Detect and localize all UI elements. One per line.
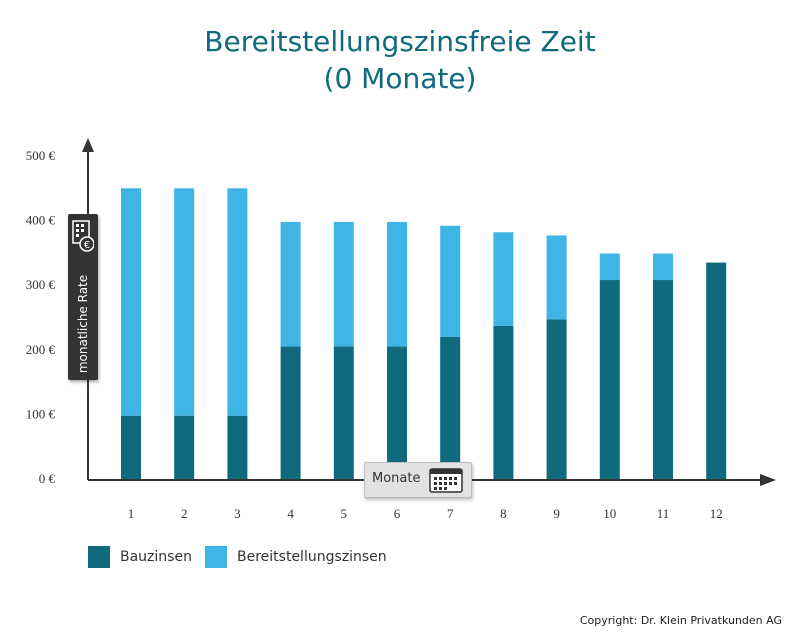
bar-bereitstellungszinsen-7 xyxy=(440,225,461,337)
bar-bereitstellungszinsen-10 xyxy=(599,253,620,281)
y-tick-label: 100 € xyxy=(26,406,56,421)
y-axis-label-box: € monatliche Rate xyxy=(68,214,98,380)
bar-bauzinsen-11 xyxy=(653,280,673,479)
bar-bauzinsen-2 xyxy=(174,415,195,479)
bar-bauzinsen-10 xyxy=(599,280,620,479)
y-axis-arrow xyxy=(82,138,94,152)
x-tick-label: 10 xyxy=(603,506,616,521)
bar-bereitstellungszinsen-5 xyxy=(333,221,354,347)
x-tick-labels: 1 2 3 4 5 6 7 8 9 10 11 12 xyxy=(128,506,723,521)
x-tick-label: 12 xyxy=(710,506,723,521)
x-axis-label: Monate xyxy=(372,471,421,486)
x-axis-label-box: Monate xyxy=(364,462,472,498)
bar-bauzinsen-6 xyxy=(387,346,407,479)
x-tick-label: 6 xyxy=(394,506,401,521)
bar-bauzinsen-12 xyxy=(706,262,727,479)
legend-swatch-bereitstellungszinsen xyxy=(205,546,227,568)
y-tick-label: 0 € xyxy=(39,471,56,486)
svg-text:€: € xyxy=(84,240,90,251)
bar-bereitstellungszinsen-6 xyxy=(387,221,407,347)
x-tick-label: 2 xyxy=(181,506,188,521)
x-axis-arrow xyxy=(760,474,776,486)
x-tick-label: 1 xyxy=(128,506,135,521)
x-tick-label: 3 xyxy=(234,506,241,521)
x-tick-label: 9 xyxy=(553,506,560,521)
bar-bereitstellungszinsen-11 xyxy=(653,253,673,281)
bars-group xyxy=(121,188,727,479)
y-tick-labels: 0 € 100 € 200 € 300 € 400 € 500 € xyxy=(26,148,56,486)
bar-bauzinsen-7 xyxy=(440,336,461,479)
legend-label-bereitstellungszinsen: Bereitstellungszinsen xyxy=(237,549,387,565)
legend-swatch-bauzinsen xyxy=(88,546,110,568)
bar-bauzinsen-1 xyxy=(121,415,141,479)
y-tick-label: 200 € xyxy=(26,342,56,357)
x-tick-label: 8 xyxy=(500,506,507,521)
bar-bereitstellungszinsen-2 xyxy=(174,188,195,416)
legend-item-bereitstellungszinsen: Bereitstellungszinsen xyxy=(205,546,387,568)
bar-bereitstellungszinsen-9 xyxy=(546,235,567,320)
chart-subtitle: (0 Monate) xyxy=(323,62,477,95)
legend-label-bauzinsen: Bauzinsen xyxy=(120,549,192,565)
bar-bauzinsen-5 xyxy=(333,346,354,479)
bar-bauzinsen-4 xyxy=(280,346,301,479)
bar-bereitstellungszinsen-8 xyxy=(493,232,514,326)
x-tick-label: 5 xyxy=(341,506,348,521)
bar-bauzinsen-8 xyxy=(493,325,514,479)
x-tick-label: 7 xyxy=(447,506,454,521)
bar-bereitstellungszinsen-4 xyxy=(280,221,301,347)
x-tick-label: 4 xyxy=(287,506,294,521)
chart-title: Bereitstellungszinsfreie Zeit xyxy=(204,25,596,58)
y-axis-label: monatliche Rate xyxy=(76,274,90,374)
calculator-euro-icon: € xyxy=(72,220,95,258)
legend-item-bauzinsen: Bauzinsen xyxy=(88,546,192,568)
copyright-text: Copyright: Dr. Klein Privatkunden AG xyxy=(579,614,782,627)
calendar-icon xyxy=(429,467,463,497)
y-tick-label: 500 € xyxy=(26,148,56,163)
y-tick-label: 400 € xyxy=(26,213,56,228)
bar-bereitstellungszinsen-1 xyxy=(121,188,141,416)
x-tick-label: 11 xyxy=(657,506,670,521)
bar-bauzinsen-9 xyxy=(546,319,567,479)
y-tick-label: 300 € xyxy=(26,277,56,292)
bar-bauzinsen-3 xyxy=(227,415,248,479)
bar-bereitstellungszinsen-3 xyxy=(227,188,248,416)
